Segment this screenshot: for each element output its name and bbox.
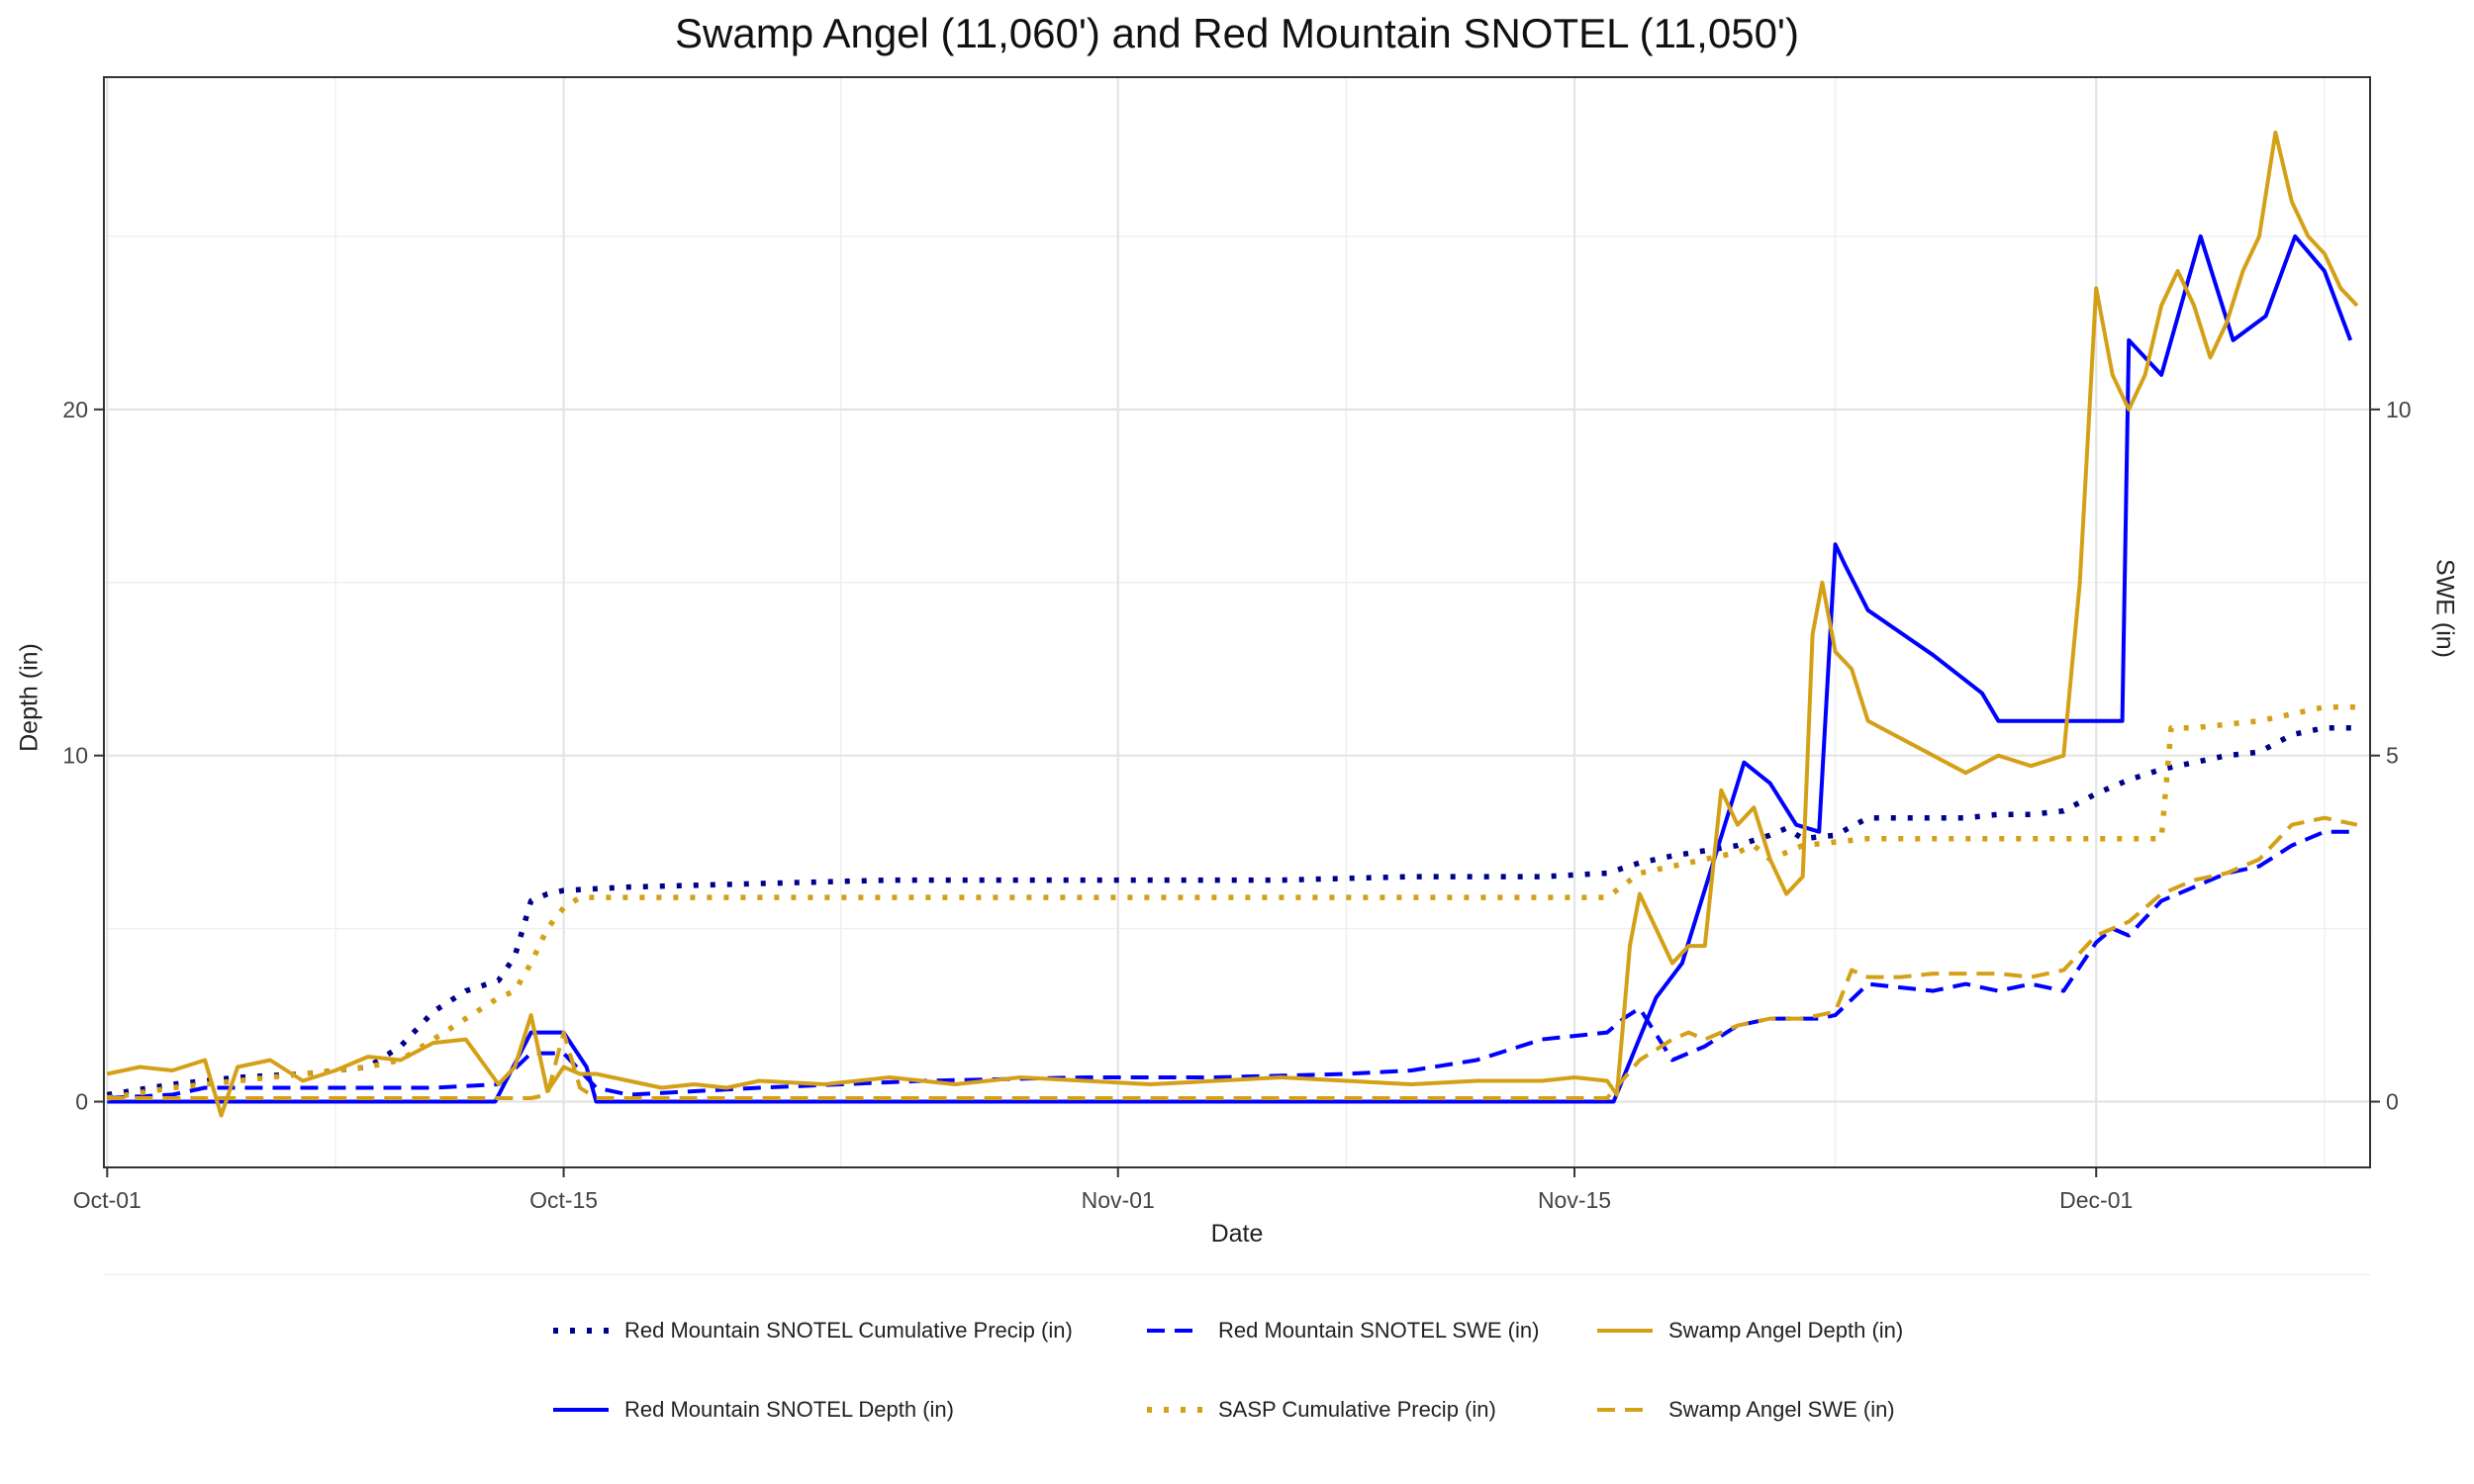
series-line-swamp-angel-swe-in <box>107 815 2358 1100</box>
legend-key <box>1597 1408 1653 1412</box>
grid-minor <box>104 77 2370 1276</box>
y-left-tick-label: 0 <box>75 1089 88 1115</box>
series-line-swamp-angel-depth-in <box>106 131 2359 1118</box>
axis-ticks: Oct-01 Oct-15 Nov-01 Nov-15 Dec-01 0 10 20 0 5 10 <box>62 397 2411 1213</box>
series-line-red-mountain-snotel-cumulative-precip-in <box>106 724 2357 1098</box>
y-left-tick-label: 10 <box>62 743 88 769</box>
series-layer <box>106 131 2359 1118</box>
plot-border <box>103 76 2371 1168</box>
legend-key <box>553 1408 609 1412</box>
legend-key <box>1597 1329 1653 1333</box>
legend-item: Red Mountain SNOTEL Depth (in) <box>549 1390 954 1430</box>
grid-major <box>104 77 2370 1167</box>
y-right-tick-label: 10 <box>2386 397 2412 422</box>
y-axis-title-right: SWE (in) <box>2430 559 2459 658</box>
y-left-tick-label: 20 <box>62 397 88 422</box>
legend-key <box>1147 1407 1202 1413</box>
chart-title: Swamp Angel (11,060') and Red Mountain S… <box>675 10 1799 56</box>
series-line-red-mountain-snotel-swe-in <box>107 829 2357 1100</box>
x-tick-label: Nov-15 <box>1538 1187 1611 1213</box>
legend-item: Swamp Angel SWE (in) <box>1593 1390 1895 1430</box>
legend-label: Swamp Angel SWE (in) <box>1668 1397 1895 1422</box>
x-tick-label: Oct-15 <box>529 1187 598 1213</box>
legend-key <box>1147 1329 1202 1333</box>
x-tick-label: Nov-01 <box>1082 1187 1155 1213</box>
x-tick-label: Dec-01 <box>2059 1187 2133 1213</box>
legend-label: Red Mountain SNOTEL Depth (in) <box>624 1397 954 1422</box>
legend-item: SASP Cumulative Precip (in) <box>1143 1390 1496 1430</box>
y-axis-title-left: Depth (in) <box>15 643 44 752</box>
series-line-sasp-cumulative-precip-in <box>106 703 2357 1101</box>
legend-item: Swamp Angel Depth (in) <box>1593 1311 1903 1350</box>
legend-label: Red Mountain SNOTEL Cumulative Precip (i… <box>624 1318 1073 1343</box>
legend-key <box>553 1328 609 1334</box>
x-axis-title: Date <box>1210 1220 1264 1248</box>
y-right-tick-label: 5 <box>2386 743 2399 769</box>
legend-item: Red Mountain SNOTEL Cumulative Precip (i… <box>549 1311 1073 1350</box>
legend-label: Red Mountain SNOTEL SWE (in) <box>1218 1318 1540 1343</box>
x-tick-label: Oct-01 <box>73 1187 142 1213</box>
series-line-red-mountain-snotel-depth-in <box>107 233 2353 1104</box>
y-right-tick-label: 0 <box>2386 1089 2399 1115</box>
legend-label: Swamp Angel Depth (in) <box>1668 1318 1904 1343</box>
legend-item: Red Mountain SNOTEL SWE (in) <box>1143 1311 1539 1350</box>
legend-label: SASP Cumulative Precip (in) <box>1218 1397 1496 1422</box>
